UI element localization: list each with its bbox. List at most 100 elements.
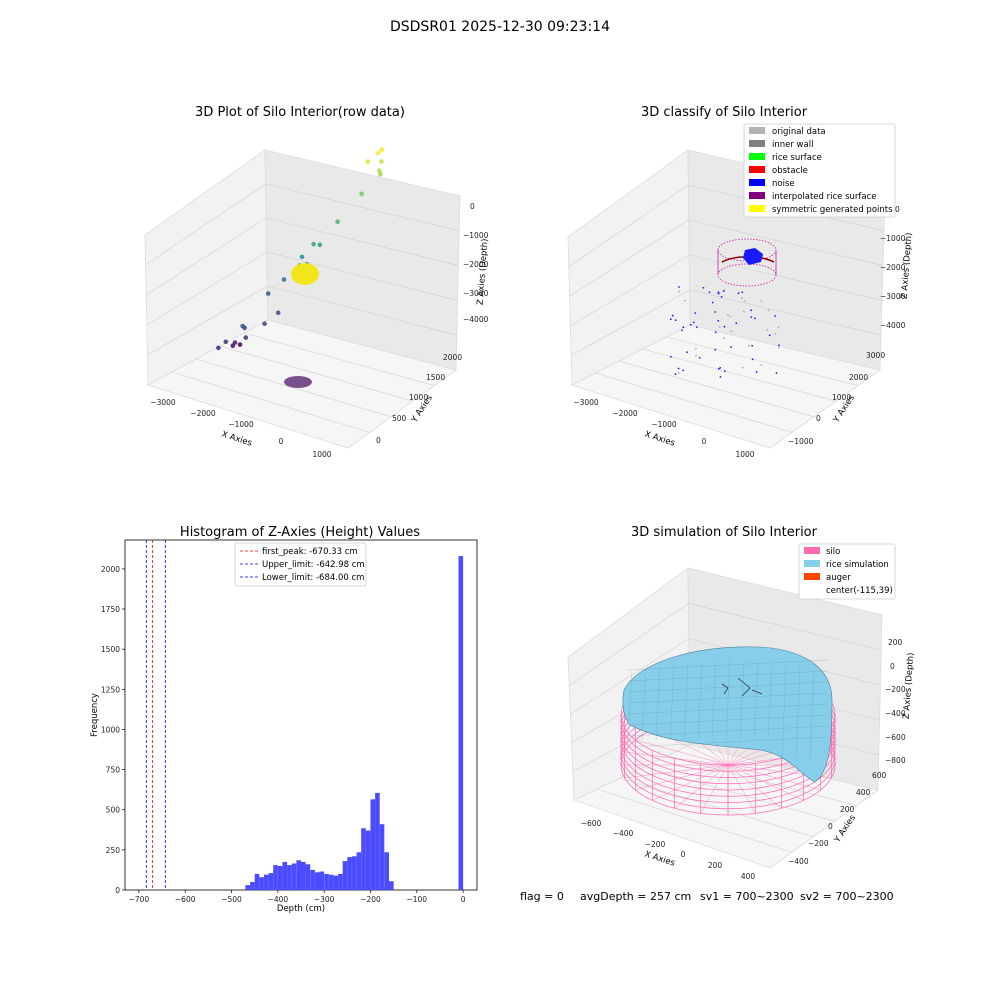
cls-point	[674, 373, 677, 376]
silo-floor-spoke	[635, 764, 729, 791]
raw-z-tick: −1000	[463, 231, 489, 240]
hist-y-tick: 750	[106, 766, 121, 775]
cls-x-tick: −1000	[651, 420, 677, 429]
cls-point	[718, 325, 721, 328]
cls-x-tick: −2000	[612, 409, 638, 418]
cls-point	[717, 292, 720, 295]
raw-y-tick: 2000	[443, 353, 462, 362]
sim-mesh-line	[669, 665, 675, 741]
hist-y-tick: 250	[106, 846, 121, 855]
hist-x-tick: −200	[360, 895, 381, 904]
sim-mesh-line	[627, 714, 829, 726]
raw-y-ticks: 0 500 1000 1500 2000	[376, 353, 462, 445]
sim-z-tick: −200	[885, 685, 906, 694]
raw-data-point	[376, 150, 381, 156]
sim-legend-label: silo	[826, 547, 840, 557]
cls-point	[774, 315, 776, 317]
cls-scatter-points	[669, 286, 780, 378]
sim-legend-swatch	[804, 547, 820, 554]
sim-y-tick: 0	[828, 822, 833, 831]
raw-3d-panes	[144, 149, 461, 449]
raw-x-label: X Axies	[220, 429, 253, 448]
hist-x-tick: −100	[406, 895, 427, 904]
sim-mesh-line	[711, 661, 717, 741]
hist-plot-frame	[124, 539, 478, 891]
raw-data-point	[359, 191, 364, 197]
cls-point	[677, 372, 680, 374]
silo-floor-spoke	[727, 764, 782, 809]
cls-point	[754, 317, 756, 320]
cls-y-tick: 1000	[832, 393, 851, 402]
hist-y-tick: 1000	[101, 725, 120, 734]
cls-point	[720, 296, 723, 298]
cls-legend-swatch	[749, 140, 765, 147]
raw-3d-title: 3D Plot of Silo Interior(row data)	[195, 105, 405, 120]
sim-x-tick: 200	[708, 861, 723, 870]
raw-data-point	[299, 254, 305, 260]
silo-floor-spoke	[652, 764, 729, 801]
cls-point	[774, 333, 777, 335]
gridline	[146, 251, 267, 326]
panel-classify-3d: 3D classify of Silo Interior −3000 −2000…	[567, 105, 914, 459]
sim-x-ticks: −600 −400 −200 0 200 400	[581, 819, 756, 881]
cls-point	[778, 344, 780, 347]
cls-point	[723, 337, 725, 340]
gridline	[570, 638, 689, 715]
classify-3d-title: 3D classify of Silo Interior	[641, 105, 808, 120]
hist-y-tick: 2000	[101, 565, 120, 574]
cls-legend-items: original data inner wall rice surface obsta…	[749, 127, 893, 215]
cls-point	[677, 367, 680, 370]
silo-floor-spoke	[624, 751, 729, 766]
hist-legend-label: Upper_limit: -642.98 cm	[262, 560, 365, 570]
raw-data-point	[365, 159, 371, 164]
cls-point	[711, 301, 714, 304]
hist-bar	[254, 873, 260, 890]
hist-bar	[314, 872, 320, 890]
cls-point	[741, 366, 744, 369]
raw-y-tick: 1000	[409, 393, 428, 402]
raw-data-point	[237, 342, 243, 347]
raw-x-tick: −1000	[228, 420, 254, 429]
cls-point	[674, 319, 677, 321]
raw-z-tick: −4000	[463, 315, 489, 324]
raw-data-point	[275, 310, 281, 316]
cls-cylinder	[717, 238, 777, 287]
gridline	[569, 603, 689, 686]
hist-legend-items: first_peak: -670.33 cm Upper_limit: -642.…	[240, 547, 365, 583]
cls-point	[678, 286, 680, 288]
gridline	[643, 766, 835, 822]
panel-simulation-3d: 3D simulation of Silo Interior −600 −400…	[567, 525, 916, 881]
sim-mesh-line	[627, 670, 633, 741]
hist-bar	[379, 824, 385, 890]
cls-legend-box	[743, 123, 896, 218]
cls-point	[686, 351, 688, 354]
gridline	[219, 345, 413, 402]
cls-z-tick: −3000	[880, 292, 906, 301]
cls-z-tick: 0	[895, 205, 900, 214]
raw-data-point	[379, 159, 384, 164]
gridline	[568, 184, 689, 267]
hist-bar	[365, 830, 371, 890]
cls-z-tick: −1000	[880, 234, 906, 243]
panel-histogram: Histogram of Z-Axies (Height) Values −70…	[90, 525, 478, 914]
silo-floor-spoke	[727, 764, 821, 791]
sim-z-ticks: 200 0 −200 −400 −600 −800	[885, 638, 906, 765]
cls-legend-label: obstacle	[772, 166, 808, 176]
sim-y-ticks: −400 −200 0 200 400 600	[788, 771, 887, 866]
cls-point	[778, 346, 780, 349]
cls-x-tick: −3000	[573, 398, 599, 407]
gridline	[266, 217, 459, 266]
cls-point	[722, 290, 725, 292]
sim-legend-swatch	[804, 560, 820, 567]
cls-point	[741, 291, 744, 294]
hist-bar	[370, 799, 376, 890]
cls-point	[748, 344, 750, 347]
sim-mesh-line	[739, 661, 745, 741]
cls-point	[751, 344, 754, 347]
cls-point	[760, 364, 763, 366]
raw-y-tick: 1500	[426, 373, 445, 382]
cls-point	[730, 346, 732, 348]
cls-point	[719, 376, 722, 378]
cls-legend-label: interpolated rice surface	[772, 192, 877, 202]
hist-bar	[273, 865, 278, 890]
